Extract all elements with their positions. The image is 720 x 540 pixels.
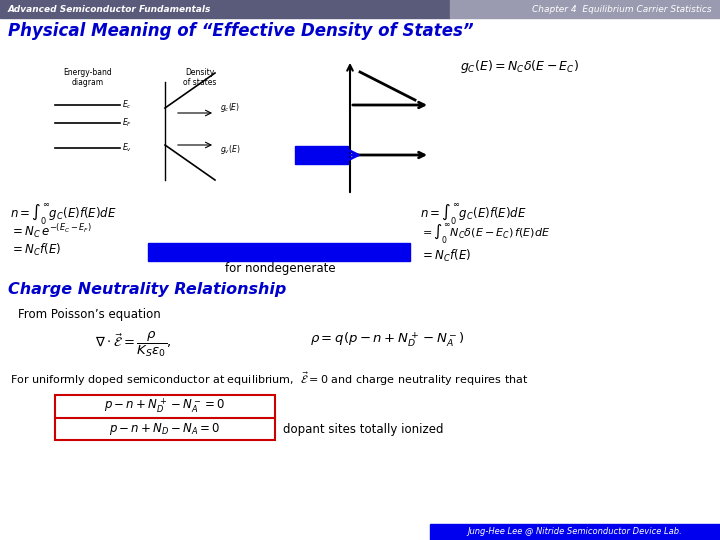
- Text: $= N_C\, e^{-(E_C - E_F)}$: $= N_C\, e^{-(E_C - E_F)}$: [10, 222, 92, 240]
- Bar: [148, 243, 410, 261]
- Bar: [450, 0, 720, 18]
- Text: Jung-Hee Lee @ Nitride Semiconductor Device Lab.: Jung-Hee Lee @ Nitride Semiconductor Dev…: [467, 528, 683, 537]
- Text: From Poisson’s equation: From Poisson’s equation: [18, 308, 161, 321]
- Text: Advanced Semiconductor Fundamentals: Advanced Semiconductor Fundamentals: [8, 4, 212, 14]
- Bar: [430, 524, 720, 540]
- Text: $E_F$: $E_F$: [122, 117, 132, 129]
- Text: $n = \int_0^\infty g_C(E)f(E)dE$: $n = \int_0^\infty g_C(E)f(E)dE$: [420, 202, 527, 227]
- Text: $p - n + N_D^+ - N_A^- = 0$: $p - n + N_D^+ - N_A^- = 0$: [104, 396, 225, 415]
- Bar: [0, 0, 450, 18]
- Bar: [55, 395, 275, 440]
- Text: dopant sites totally ionized: dopant sites totally ionized: [283, 422, 444, 435]
- Text: $E_v$: $E_v$: [122, 141, 132, 154]
- Text: Density
of states: Density of states: [184, 68, 217, 87]
- Text: $= \int_0^\infty N_C\delta(E - E_C)\,f(E)dE$: $= \int_0^\infty N_C\delta(E - E_C)\,f(E…: [420, 222, 550, 246]
- Text: $g_C(E) = N_C\delta(E - E_C)$: $g_C(E) = N_C\delta(E - E_C)$: [460, 58, 579, 75]
- Text: $\nabla \cdot \vec{\mathcal{E}} = \dfrac{\rho}{K_S \varepsilon_0},$: $\nabla \cdot \vec{\mathcal{E}} = \dfrac…: [95, 330, 172, 359]
- Text: $g_v(E)$: $g_v(E)$: [220, 144, 240, 157]
- Text: $g_c(E)$: $g_c(E)$: [220, 100, 240, 113]
- Text: Chapter 4  Equilibrium Carrier Statistics: Chapter 4 Equilibrium Carrier Statistics: [532, 4, 712, 14]
- Text: Physical Meaning of “Effective Density of States”: Physical Meaning of “Effective Density o…: [8, 22, 474, 40]
- Bar: [295, 146, 348, 164]
- Text: For uniformly doped semiconductor at equilibrium,  $\vec{\mathcal{E}} = 0$ and c: For uniformly doped semiconductor at equ…: [10, 370, 528, 388]
- Text: $= N_C f(E)$: $= N_C f(E)$: [10, 242, 61, 258]
- Text: $p - n + N_D - N_A = 0$: $p - n + N_D - N_A = 0$: [109, 421, 221, 437]
- Text: Energy-band
diagram: Energy-band diagram: [63, 68, 112, 87]
- Text: Charge Neutrality Relationship: Charge Neutrality Relationship: [8, 282, 287, 297]
- Text: for nondegenerate: for nondegenerate: [225, 262, 336, 275]
- Text: $= N_C f(E)$: $= N_C f(E)$: [420, 248, 471, 264]
- Text: $\rho = q(p - n + N_D^+ - N_A^-)$: $\rho = q(p - n + N_D^+ - N_A^-)$: [310, 330, 465, 349]
- Text: $n = \int_0^\infty g_C(E)f(E)dE$: $n = \int_0^\infty g_C(E)f(E)dE$: [10, 202, 117, 227]
- Text: $E_c$: $E_c$: [122, 99, 132, 111]
